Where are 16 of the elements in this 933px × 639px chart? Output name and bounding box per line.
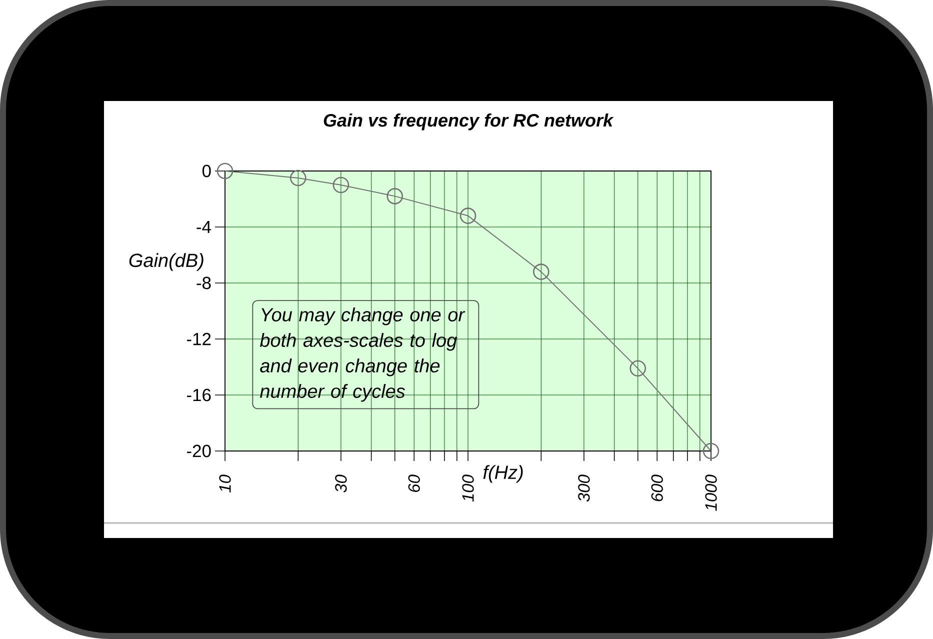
y-tick-label: -12 xyxy=(186,332,211,346)
y-axis-title: Gain(dB) xyxy=(129,253,204,271)
x-tick-label: 1000 xyxy=(705,474,717,511)
x-tick-label: 600 xyxy=(651,474,663,502)
x-tick-label: 10 xyxy=(219,474,231,492)
chart-title: Gain vs frequency for RC network xyxy=(324,113,614,130)
y-tick-label: -4 xyxy=(196,220,211,234)
x-tick-label: 300 xyxy=(578,474,590,502)
y-tick-label: -16 xyxy=(186,388,211,402)
y-tick-label: -8 xyxy=(196,276,211,290)
x-tick-label: 100 xyxy=(462,474,474,502)
y-tick-label: 0 xyxy=(202,164,211,178)
x-tick-label: 60 xyxy=(408,474,420,492)
y-tick-label: -20 xyxy=(186,444,211,458)
x-tick-label: 30 xyxy=(335,474,347,492)
x-axis-title: f(Hz) xyxy=(483,465,523,483)
